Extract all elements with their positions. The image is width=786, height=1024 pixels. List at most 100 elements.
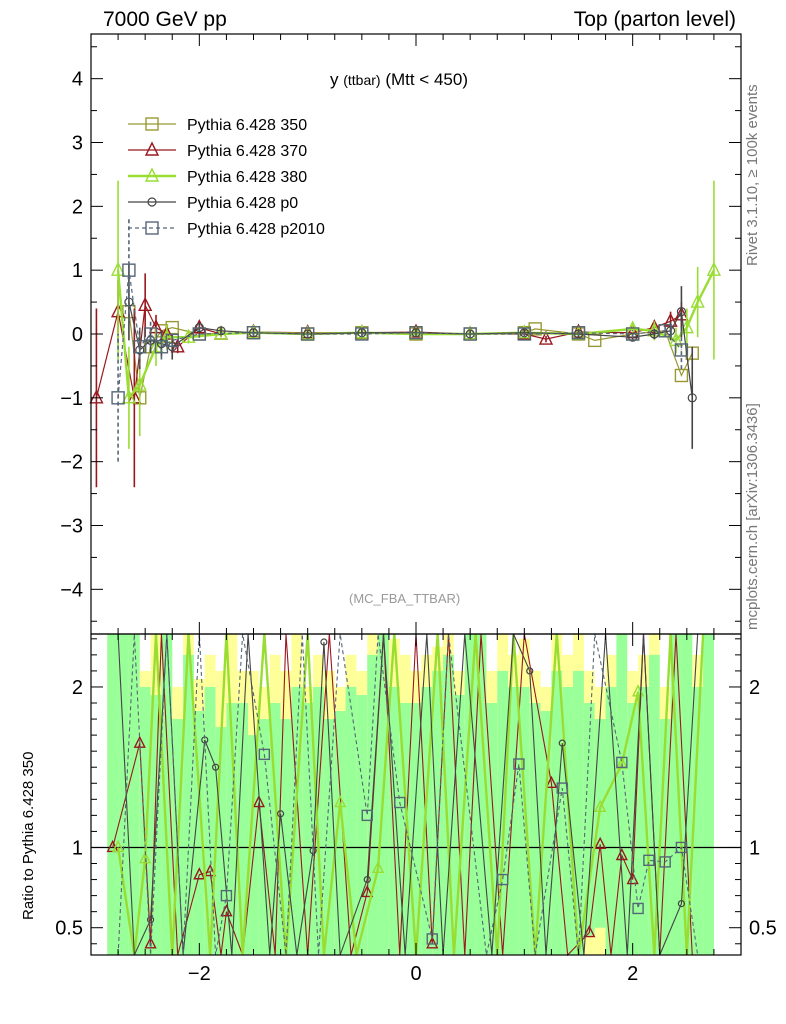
ratio-point bbox=[677, 900, 686, 908]
x-tick-label: 0 bbox=[410, 963, 421, 985]
ratio-y-tick-label-right: 2 bbox=[749, 677, 760, 699]
x-tick-label: 2 bbox=[627, 963, 638, 985]
ratio-point bbox=[394, 796, 406, 809]
series-p0 bbox=[124, 263, 697, 449]
ratio-point bbox=[643, 854, 655, 867]
ratio-y-tick-label: 2 bbox=[72, 677, 83, 699]
data-point bbox=[133, 340, 147, 354]
band-green-bin bbox=[345, 686, 357, 955]
ratio-point bbox=[252, 794, 266, 808]
data-point bbox=[538, 330, 554, 345]
band-green-bin bbox=[443, 654, 454, 955]
ratio-point bbox=[361, 809, 373, 822]
data-point bbox=[463, 327, 477, 341]
ratio-point bbox=[111, 839, 125, 853]
band-green-bin bbox=[139, 686, 151, 955]
ratio-y-tick-label-right: 1 bbox=[749, 837, 760, 859]
legend-marker bbox=[144, 167, 160, 182]
ratio-y-tick-label-right: 0.5 bbox=[749, 918, 777, 940]
ratio-point bbox=[594, 799, 607, 813]
band-green-bin bbox=[573, 670, 584, 955]
data-point bbox=[355, 327, 369, 341]
ratio-point bbox=[146, 916, 155, 924]
band-green-bin bbox=[302, 703, 314, 955]
data-point bbox=[143, 327, 158, 341]
legend-marker bbox=[145, 117, 159, 131]
data-point bbox=[706, 261, 722, 276]
band-green-bin bbox=[659, 719, 671, 955]
band-green-bin bbox=[421, 686, 433, 955]
legend-marker bbox=[147, 197, 157, 207]
band-green-bin bbox=[291, 686, 303, 955]
band-green-bin bbox=[118, 634, 129, 955]
band-green-bin bbox=[399, 703, 411, 955]
ratio-point bbox=[361, 884, 374, 898]
data-point bbox=[528, 322, 542, 336]
data-point bbox=[674, 343, 689, 357]
band-green-bin bbox=[128, 634, 140, 955]
ratio-axis-label: Ratio to Pythia 6.428 350 bbox=[20, 751, 37, 920]
y-tick-label: 3 bbox=[72, 133, 83, 155]
ratio-y-tick-label: 0.5 bbox=[55, 918, 83, 940]
band-green-bin bbox=[670, 634, 682, 955]
data-point bbox=[517, 327, 532, 341]
y-tick-label: 1 bbox=[72, 260, 83, 282]
data-point bbox=[192, 327, 207, 341]
ratio-point bbox=[220, 889, 233, 902]
data-point bbox=[517, 324, 532, 339]
ratio-point bbox=[371, 860, 385, 874]
data-point bbox=[354, 324, 369, 339]
legend-entry-s350: Pythia 6.428 350 bbox=[128, 117, 307, 134]
data-point bbox=[216, 326, 226, 336]
series-p2010 bbox=[111, 219, 689, 462]
data-point bbox=[690, 293, 705, 308]
ratio-point bbox=[144, 936, 157, 949]
data-point bbox=[409, 326, 423, 340]
ratio-point bbox=[258, 748, 271, 761]
band-green-bin bbox=[529, 703, 541, 955]
data-point bbox=[676, 307, 687, 317]
ratio-point bbox=[139, 851, 152, 864]
title-variable: y bbox=[330, 70, 339, 89]
data-point bbox=[658, 324, 672, 338]
ratio-y-tick-label: 1 bbox=[72, 837, 83, 859]
y-tick-label: −3 bbox=[60, 515, 83, 537]
data-point bbox=[300, 327, 315, 341]
ratio-point bbox=[276, 810, 285, 818]
ratio-line bbox=[117, 633, 699, 956]
ratio-point bbox=[513, 758, 525, 770]
band-green-bin bbox=[313, 686, 324, 955]
plot-title: y (ttbar) (Mtt < 450) bbox=[330, 70, 468, 90]
ratio-point bbox=[204, 863, 217, 877]
ratio-point bbox=[558, 739, 566, 747]
legend-label: Pythia 6.428 380 bbox=[187, 169, 307, 186]
band-green-bin bbox=[518, 686, 530, 955]
band-green-bin bbox=[107, 634, 119, 955]
ratio-point bbox=[220, 904, 233, 917]
ratio-series-p2010 bbox=[117, 633, 699, 956]
y-tick-label: 4 bbox=[72, 69, 83, 91]
series-line bbox=[128, 301, 693, 398]
process-label: Top (parton level) bbox=[573, 8, 736, 31]
ratio-point bbox=[211, 763, 220, 771]
legend-marker bbox=[144, 141, 160, 156]
band-green-bin bbox=[323, 719, 335, 955]
analysis-label: (MC_FBA_TTBAR) bbox=[349, 591, 461, 606]
data-point bbox=[156, 338, 167, 349]
data-point bbox=[132, 376, 147, 391]
band-green-bin bbox=[193, 711, 205, 955]
data-point bbox=[463, 325, 478, 340]
ratio-point bbox=[334, 794, 347, 808]
legend-label: Pythia 6.428 p0 bbox=[187, 195, 298, 212]
band-green-bin bbox=[248, 735, 259, 955]
data-point bbox=[246, 324, 261, 339]
ratio-point bbox=[659, 856, 671, 868]
y-tick-label: −1 bbox=[60, 388, 83, 410]
data-point bbox=[138, 296, 153, 311]
data-point bbox=[122, 263, 136, 277]
band-green-bin bbox=[616, 634, 628, 955]
ratio-point bbox=[616, 756, 628, 769]
ratio-point bbox=[545, 775, 558, 788]
axis-ticks: −4 −3 −2 −1 0 1 2 3 4 −2 0 2 0.5 0.5 1 1 2 2 bbox=[55, 34, 777, 985]
